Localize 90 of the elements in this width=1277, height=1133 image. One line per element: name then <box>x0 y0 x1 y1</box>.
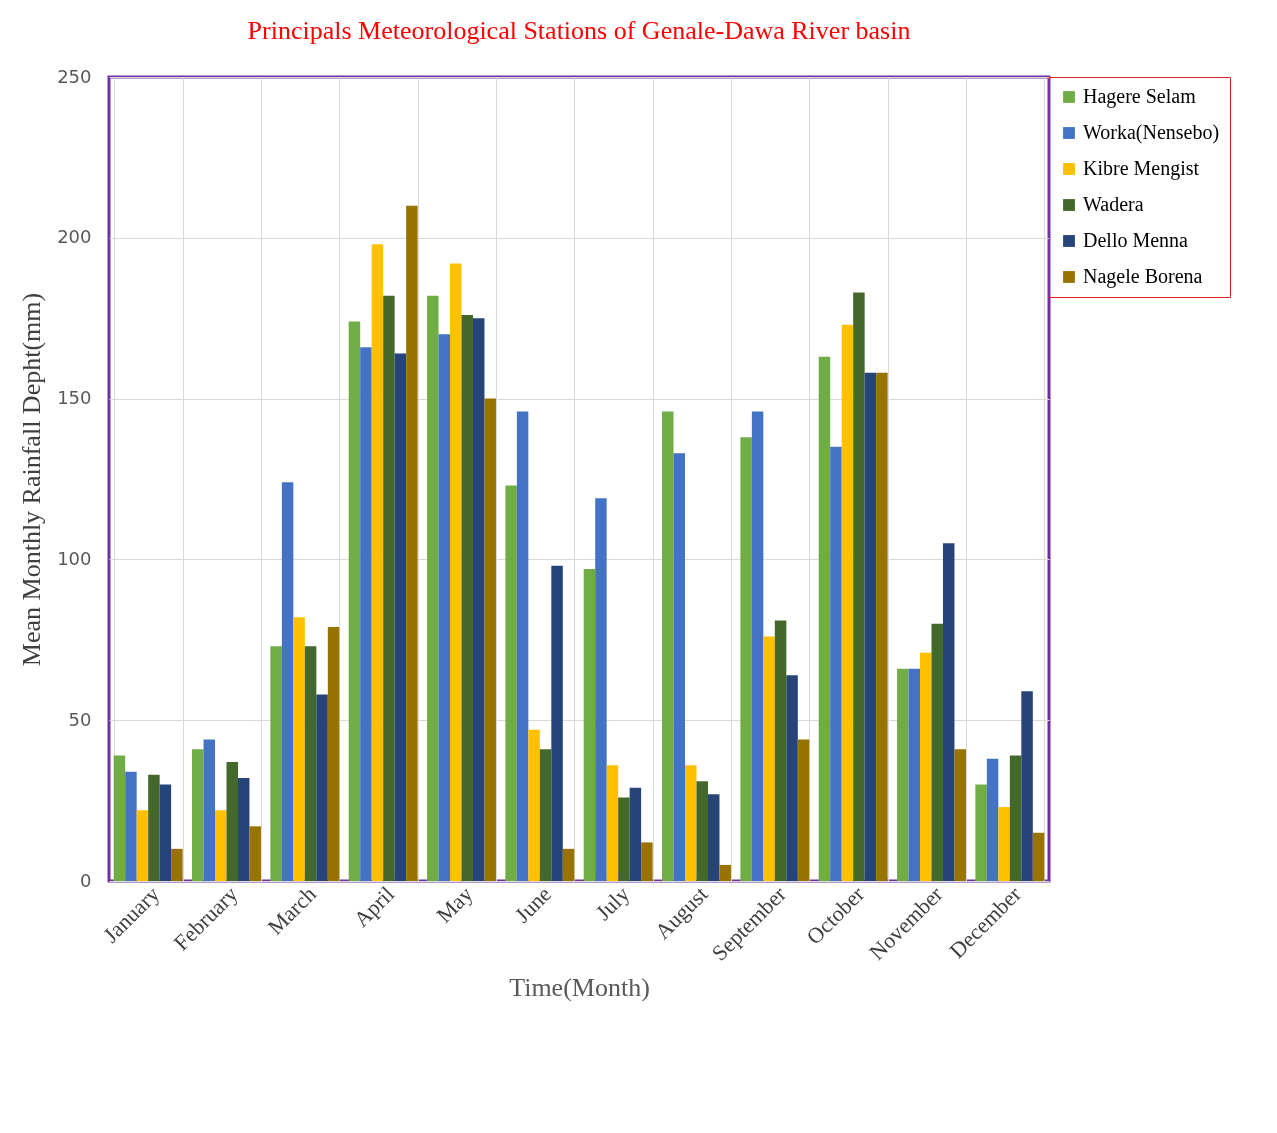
legend-label: Wadera <box>1083 193 1144 215</box>
chart-title: Principals Meteorological Stations of Genale-Dawa River basin <box>247 16 911 45</box>
bar <box>562 848 575 881</box>
bar <box>763 636 775 881</box>
bar <box>975 784 987 881</box>
bar <box>774 620 787 881</box>
bar <box>450 263 462 881</box>
bar <box>113 755 126 881</box>
bar <box>148 774 160 881</box>
bar <box>864 372 877 881</box>
bar <box>551 565 563 881</box>
bar <box>908 668 921 881</box>
bar <box>215 810 227 881</box>
bar <box>595 498 607 881</box>
bar <box>394 353 407 881</box>
bar <box>427 295 439 881</box>
bar <box>853 292 865 881</box>
bar <box>696 781 708 881</box>
bar <box>406 205 418 881</box>
bar <box>641 842 653 881</box>
bar <box>383 295 395 881</box>
bar <box>461 314 473 881</box>
bar <box>316 694 328 881</box>
bar <box>629 787 642 881</box>
bar <box>539 749 552 881</box>
bar <box>841 324 854 881</box>
bar <box>528 729 540 881</box>
legend-label: Worka(Nensebo) <box>1083 121 1220 144</box>
bar <box>618 797 630 881</box>
bar <box>897 668 909 881</box>
bar <box>293 617 305 881</box>
bar <box>830 446 842 881</box>
y-axis-title: Mean Monthly Rainfall Depht(mm) <box>17 292 47 667</box>
bar <box>707 794 720 881</box>
y-tick-label: 200 <box>57 226 92 248</box>
bar <box>931 623 943 881</box>
y-tick-label: 0 <box>80 869 92 891</box>
bar <box>472 318 485 881</box>
bar <box>1032 832 1045 881</box>
y-tick-label: 100 <box>57 547 92 569</box>
bar <box>685 765 697 881</box>
bar <box>606 765 619 881</box>
bar <box>942 543 955 881</box>
bar <box>304 646 317 881</box>
bar <box>505 485 517 881</box>
bar <box>797 739 810 881</box>
bar <box>818 356 831 881</box>
bar <box>360 347 372 881</box>
bar <box>998 807 1010 881</box>
bar <box>136 810 149 881</box>
bar <box>751 411 764 881</box>
x-tick-label: June <box>509 881 556 928</box>
bar <box>438 334 451 881</box>
bar <box>226 762 238 881</box>
y-tick-label: 150 <box>57 387 92 409</box>
legend-label: Dello Menna <box>1083 229 1189 251</box>
bar <box>281 482 294 881</box>
legend-label: Hagere Selam <box>1083 85 1197 108</box>
legend-label: Kibre Mengist <box>1083 157 1200 180</box>
bar <box>920 652 932 881</box>
bar <box>954 749 966 881</box>
x-tick-label: May <box>431 881 478 928</box>
bar <box>583 569 596 881</box>
bar <box>786 675 798 881</box>
x-tick-label: July <box>590 881 635 925</box>
bar <box>719 864 731 881</box>
bar <box>348 321 361 881</box>
bar <box>876 372 888 881</box>
bar <box>740 437 752 881</box>
bar <box>662 411 674 881</box>
bar <box>171 848 183 881</box>
bar <box>1021 691 1033 881</box>
bar <box>516 411 529 881</box>
legend-label: Nagele Borena <box>1083 265 1203 288</box>
bar <box>125 771 137 881</box>
bar <box>192 749 204 881</box>
bar <box>270 646 282 881</box>
bar <box>159 784 172 881</box>
bar <box>986 758 999 881</box>
bar <box>1009 755 1022 881</box>
bar <box>327 626 340 881</box>
bar <box>673 453 686 881</box>
bar <box>484 398 496 881</box>
y-tick-label: 250 <box>57 65 92 87</box>
bar <box>203 739 216 881</box>
bar <box>237 778 250 881</box>
bar <box>249 826 261 881</box>
bar <box>371 244 384 881</box>
y-tick-label: 50 <box>68 708 92 730</box>
x-axis-title: Time(Month) <box>509 972 650 1002</box>
